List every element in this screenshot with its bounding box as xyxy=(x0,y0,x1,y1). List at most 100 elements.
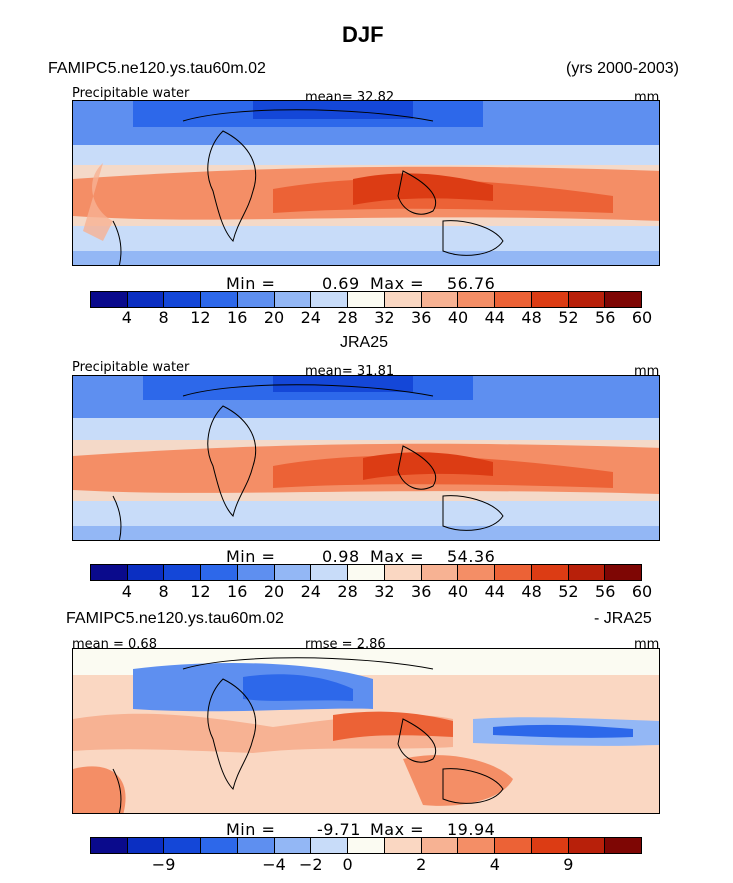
colorbar-swatch xyxy=(495,838,532,853)
colorbar-swatch xyxy=(384,292,422,307)
panel2-map xyxy=(72,375,660,541)
colorbar-swatch xyxy=(421,292,459,307)
colorbar-swatch xyxy=(348,565,385,580)
colorbar-swatch xyxy=(568,565,606,580)
panel3-min-label: Min = xyxy=(226,820,276,839)
colorbar-swatch xyxy=(237,838,275,853)
panel3-map xyxy=(72,648,660,814)
colorbar-swatch xyxy=(605,292,642,307)
colorbar-swatch xyxy=(311,292,349,307)
panel2-colorbar-ticks: 4 8 12 16 20 24 28 32 36 40 44 48 52 56 60 xyxy=(0,582,733,602)
panel2-variable: Precipitable water xyxy=(72,360,190,375)
colorbar-swatch xyxy=(458,565,496,580)
colorbar-swatch xyxy=(201,838,238,853)
colorbar-tick-label: 2 xyxy=(416,855,427,874)
colorbar-tick-label: 8 xyxy=(158,308,169,327)
colorbar-swatch xyxy=(274,838,312,853)
colorbar-swatch xyxy=(127,292,165,307)
colorbar-tick-label: 8 xyxy=(158,582,169,601)
colorbar-swatch xyxy=(605,838,642,853)
panel3-colorbar-ticks: −9 −4 −2 0 2 4 9 xyxy=(0,855,733,875)
colorbar-swatch xyxy=(384,565,422,580)
panel2-min-value: 0.98 xyxy=(322,547,360,566)
colorbar-swatch xyxy=(164,838,202,853)
colorbar-swatch xyxy=(311,838,349,853)
colorbar-swatch xyxy=(311,565,349,580)
colorbar-tick-label: 16 xyxy=(227,308,248,327)
colorbar-tick-label: 9 xyxy=(563,855,574,874)
panel1-max-value: 56.76 xyxy=(447,274,496,293)
colorbar-swatch xyxy=(348,838,385,853)
colorbar-tick-label: −9 xyxy=(151,855,176,874)
colorbar-swatch xyxy=(531,292,569,307)
colorbar-tick-label: 40 xyxy=(447,582,469,601)
colorbar-tick-label: 56 xyxy=(595,308,616,327)
panel1-map xyxy=(72,100,660,266)
panel1-max-label: Max = xyxy=(370,274,425,293)
colorbar-tick-label: −4 xyxy=(262,855,286,874)
colorbar-swatch xyxy=(274,292,312,307)
colorbar-tick-label: 16 xyxy=(227,582,248,601)
colorbar-tick-label: 4 xyxy=(121,308,132,327)
panel2-colorbar xyxy=(90,564,642,581)
colorbar-swatch xyxy=(164,565,202,580)
colorbar-tick-label: 52 xyxy=(558,582,579,601)
colorbar-tick-label: 20 xyxy=(263,308,285,327)
colorbar-tick-label: 44 xyxy=(484,308,505,327)
panel1-case-name: FAMIPC5.ne120.ys.tau60m.02 xyxy=(48,60,266,77)
colorbar-tick-label: 32 xyxy=(374,308,395,327)
panel3-colorbar xyxy=(90,837,642,854)
colorbar-swatch xyxy=(495,565,532,580)
panel1-min-value: 0.69 xyxy=(322,274,360,293)
colorbar-tick-label: 28 xyxy=(337,308,358,327)
colorbar-tick-label: 12 xyxy=(190,308,211,327)
colorbar-tick-label: 52 xyxy=(558,308,579,327)
colorbar-swatch xyxy=(237,565,275,580)
colorbar-tick-label: 48 xyxy=(521,308,542,327)
colorbar-swatch xyxy=(384,838,422,853)
colorbar-tick-label: −2 xyxy=(299,855,323,874)
colorbar-swatch xyxy=(127,565,165,580)
figure-title: DJF xyxy=(342,22,384,47)
colorbar-swatch xyxy=(201,292,238,307)
colorbar-swatch xyxy=(91,292,128,307)
colorbar-swatch xyxy=(421,565,459,580)
colorbar-swatch xyxy=(348,292,385,307)
colorbar-tick-label: 32 xyxy=(374,582,395,601)
colorbar-swatch xyxy=(127,838,165,853)
colorbar-swatch xyxy=(458,838,496,853)
colorbar-swatch xyxy=(91,838,128,853)
colorbar-swatch xyxy=(531,565,569,580)
panel3-max-label: Max = xyxy=(370,820,425,839)
colorbar-tick-label: 36 xyxy=(411,582,432,601)
colorbar-tick-label: 48 xyxy=(521,582,542,601)
colorbar-tick-label: 44 xyxy=(484,582,505,601)
colorbar-tick-label: 20 xyxy=(263,582,285,601)
colorbar-swatch xyxy=(568,838,606,853)
colorbar-tick-label: 36 xyxy=(411,308,432,327)
colorbar-swatch xyxy=(201,565,238,580)
panel2-max-label: Max = xyxy=(370,547,425,566)
panel1-variable: Precipitable water xyxy=(72,86,190,101)
colorbar-swatch xyxy=(91,565,128,580)
panel2-title: JRA25 xyxy=(340,334,389,351)
colorbar-tick-label: 12 xyxy=(190,582,211,601)
panel1-min-label: Min = xyxy=(226,274,276,293)
colorbar-tick-label: 56 xyxy=(595,582,616,601)
colorbar-tick-label: 60 xyxy=(631,582,653,601)
colorbar-tick-label: 4 xyxy=(489,855,500,874)
colorbar-tick-label: 4 xyxy=(121,582,132,601)
colorbar-swatch xyxy=(421,838,459,853)
colorbar-swatch xyxy=(458,292,496,307)
panel1-colorbar-ticks: 4 8 12 16 20 24 28 32 36 40 44 48 52 56 60 xyxy=(0,308,733,328)
colorbar-swatch xyxy=(274,565,312,580)
colorbar-tick-label: 60 xyxy=(631,308,653,327)
panel3-min-value: -9.71 xyxy=(317,820,361,839)
panel2-max-value: 54.36 xyxy=(447,547,496,566)
panel2-min-label: Min = xyxy=(226,547,276,566)
colorbar-swatch xyxy=(568,292,606,307)
panel3-minus-label: - JRA25 xyxy=(594,610,652,627)
colorbar-tick-label: 40 xyxy=(447,308,469,327)
colorbar-swatch xyxy=(164,292,202,307)
colorbar-tick-label: 24 xyxy=(300,582,321,601)
